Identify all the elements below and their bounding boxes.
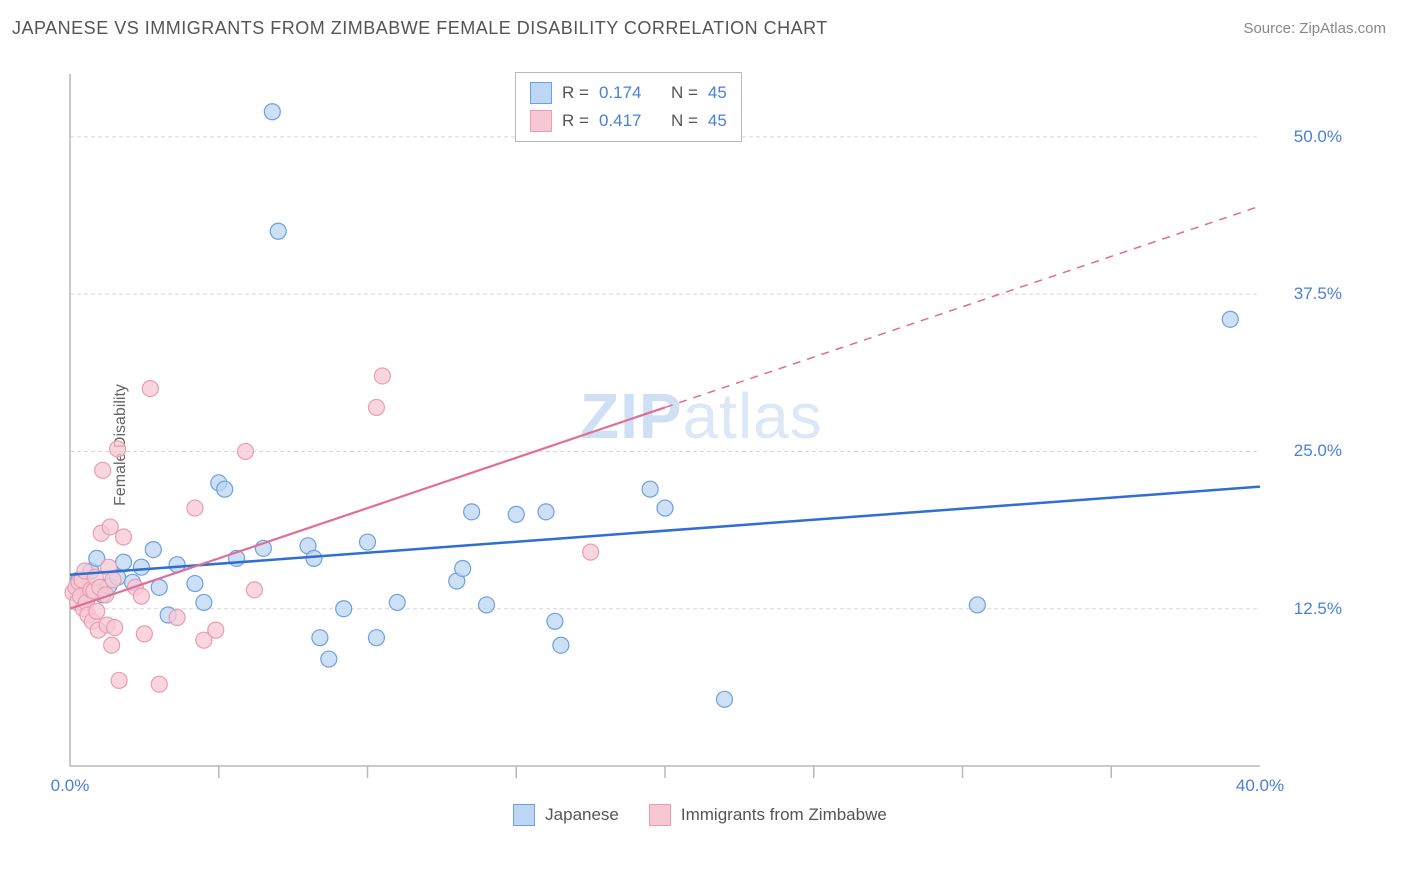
legend-r-value: 0.417 [599,107,642,135]
series-legend: Japanese Immigrants from Zimbabwe [50,804,1350,826]
y-tick-label: 12.5% [1294,599,1342,619]
legend-correlation-row: R = 0.174 N = 45 [530,79,727,107]
source-attribution: Source: ZipAtlas.com [1243,20,1386,37]
x-tick-label: 40.0% [1236,776,1284,796]
legend-r-label: R = [562,107,589,135]
legend-series-name: Japanese [545,805,619,825]
chart-plot-area: Female Disability ZIPatlas R = 0.174 N =… [50,64,1350,826]
legend-swatch [649,804,671,826]
y-tick-label: 25.0% [1294,441,1342,461]
legend-r-value: 0.174 [599,79,642,107]
y-tick-label: 37.5% [1294,284,1342,304]
chart-svg [50,64,1350,826]
legend-n-value: 45 [708,107,727,135]
legend-r-label: R = [562,79,589,107]
legend-series-item: Immigrants from Zimbabwe [649,804,887,826]
legend-series-item: Japanese [513,804,619,826]
x-tick-label: 0.0% [51,776,90,796]
legend-n-value: 45 [708,79,727,107]
legend-series-name: Immigrants from Zimbabwe [681,805,887,825]
chart-title: JAPANESE VS IMMIGRANTS FROM ZIMBABWE FEM… [12,18,828,39]
legend-n-label: N = [671,79,698,107]
legend-n-label: N = [671,107,698,135]
legend-swatch [530,110,552,132]
y-tick-label: 50.0% [1294,127,1342,147]
legend-swatch [530,82,552,104]
legend-correlation-row: R = 0.417 N = 45 [530,107,727,135]
correlation-legend: R = 0.174 N = 45R = 0.417 N = 45 [515,72,742,142]
legend-swatch [513,804,535,826]
